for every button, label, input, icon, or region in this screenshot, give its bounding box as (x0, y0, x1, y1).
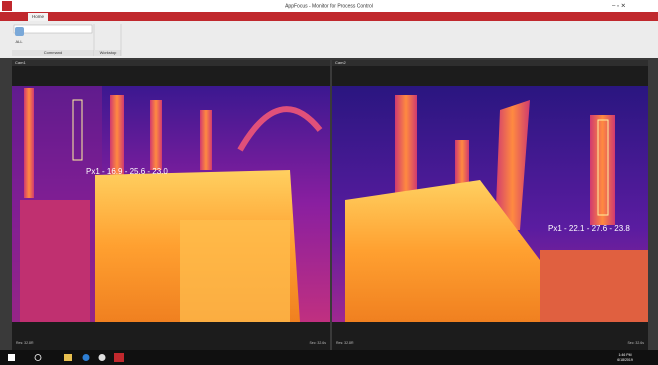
group-label: Workstop (100, 50, 118, 55)
clock-time: 1:46 PM (618, 353, 631, 357)
start-button[interactable] (8, 354, 15, 361)
explorer-icon[interactable] (64, 354, 72, 361)
measure-label: Px1 - 22.1 - 27.6 - 23.8 (548, 224, 630, 233)
window-controls[interactable]: – ▫ ✕ (612, 4, 626, 10)
tab-label: Home (32, 14, 45, 19)
window-title: AppFocus - Monitor for Process Control (285, 3, 373, 9)
camera-name: Cam1 (15, 60, 26, 65)
status-left: Res: 32.8R (16, 341, 34, 345)
camera-panel: Cam2 Px1 - 22.1 - 27.6 - 23.8 Res: 32.8R… (332, 60, 648, 350)
camera-name: Cam2 (335, 60, 346, 65)
ribbon-tab-bar (0, 12, 658, 21)
status-left: Res: 32.8R (336, 341, 354, 345)
status-right: Sec: 32.6s (309, 341, 326, 345)
all-button[interactable]: ALL (15, 39, 23, 44)
measure-label: Px1 - 16.9 - 25.6 - 23.0 (86, 167, 168, 176)
camera-select[interactable] (14, 25, 92, 33)
app-taskbar-icon[interactable] (114, 353, 124, 362)
app-window: AppFocus - Monitor for Process Control –… (0, 0, 658, 365)
chrome-icon[interactable] (99, 354, 106, 361)
app-logo (2, 1, 12, 11)
clock-date: 6/18/2019 (617, 358, 633, 362)
all-icon[interactable] (15, 27, 24, 36)
status-right: Sec: 32.6s (627, 341, 644, 345)
browser-icon[interactable] (83, 354, 90, 361)
group-label: Command (44, 50, 62, 55)
camera-panel: Cam1 Px1 - 16.9 - 25.6 - 23.0 Res: 32.8R… (12, 60, 330, 350)
